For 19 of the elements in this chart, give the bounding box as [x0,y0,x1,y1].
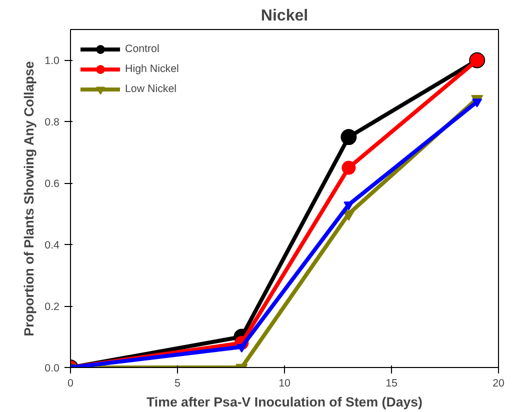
point [342,160,356,175]
y-tick-label: 0.6 [44,178,60,190]
x-tick-label: 10 [278,378,290,390]
x-tick-label: 20 [492,378,504,390]
y-axis-title: Proportion of Plants Showing Any Collapse [22,61,37,336]
y-tick-label: 0.0 [44,362,60,374]
legend-label: Low Nickel [125,83,177,95]
chart-title: Nickel [260,8,308,24]
legend-label: Control [125,43,160,55]
x-tick-label: 0 [68,378,74,390]
y-tick-label: 0.4 [44,240,60,252]
legend-label: High Nickel [125,63,179,75]
point [340,129,357,146]
y-tick-label: 1.0 [44,55,60,68]
y-tick-label: 0.8 [44,116,60,129]
y-tick-label: 0.2 [44,301,60,314]
x-tick-label: 15 [386,378,398,390]
x-axis-title: Time after Psa-V Inoculation of Stem (Days) [146,394,423,410]
x-tick-label: 5 [174,378,181,390]
